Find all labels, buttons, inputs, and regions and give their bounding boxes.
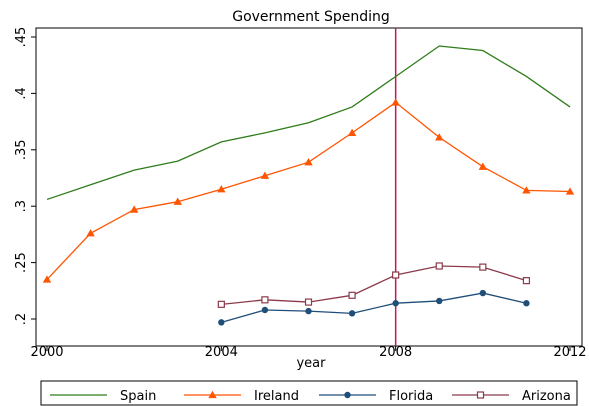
legend: Spain Ireland Florida Arizona <box>40 380 578 406</box>
data-point-ireland <box>173 197 182 205</box>
data-point-florida <box>348 310 356 317</box>
data-point-ireland <box>435 133 444 141</box>
legend-item-arizona: Arizona <box>452 389 571 404</box>
data-point-florida <box>479 289 487 297</box>
legend-label-arizona: Arizona <box>522 389 571 404</box>
y-tick-label: .4 <box>14 87 29 99</box>
y-tick-label: .45 <box>14 27 29 48</box>
y-tick-label: .25 <box>14 252 29 273</box>
data-point-ireland <box>391 98 400 106</box>
series-line-spain <box>46 45 571 201</box>
chart-title: Government Spending <box>232 9 390 25</box>
series-line-florida <box>221 292 527 324</box>
series-line-arizona <box>221 265 527 305</box>
data-point-ireland <box>86 229 95 237</box>
legend-marker-arizona <box>476 391 485 399</box>
data-point-ireland <box>522 186 531 194</box>
data-point-arizona <box>392 271 400 279</box>
data-point-florida <box>523 300 530 307</box>
legend-marker-florida <box>344 391 351 399</box>
data-point-arizona <box>522 277 531 285</box>
data-point-florida <box>392 300 399 307</box>
x-tick-label: 2000 <box>30 345 63 360</box>
data-point-ireland <box>260 171 270 179</box>
x-tick-label: 2012 <box>553 345 586 360</box>
data-point-arizona <box>304 298 313 306</box>
series-arizona <box>217 262 531 308</box>
data-point-ireland <box>129 205 139 213</box>
plot-area <box>35 27 583 347</box>
legend-label-spain: Spain <box>120 389 156 404</box>
y-tick-label: .35 <box>14 139 29 160</box>
data-point-florida <box>261 306 269 314</box>
series-florida <box>218 289 530 326</box>
x-axis: 2000 2004 2008 2012 <box>30 345 586 360</box>
data-point-arizona <box>217 300 225 308</box>
series-spain <box>46 45 571 201</box>
data-point-arizona <box>479 263 487 271</box>
data-point-arizona <box>348 291 356 299</box>
data-point-florida <box>218 319 225 326</box>
series-layer <box>42 45 575 326</box>
x-axis-label: year <box>296 356 326 371</box>
data-point-ireland <box>217 185 226 193</box>
data-point-ireland <box>347 128 357 137</box>
data-point-arizona <box>435 262 443 270</box>
y-axis: .2 .25 .3 .35 .4 .45 <box>14 27 36 325</box>
data-point-florida <box>436 297 443 305</box>
series-line-ireland <box>46 101 571 280</box>
data-point-ireland <box>304 158 313 166</box>
data-point-arizona <box>261 296 269 304</box>
legend-label-ireland: Ireland <box>254 389 299 404</box>
x-tick-label: 2004 <box>205 345 238 360</box>
data-point-ireland <box>565 187 575 195</box>
data-point-florida <box>305 307 312 315</box>
series-ireland <box>42 98 575 283</box>
x-tick-label: 2008 <box>379 345 412 360</box>
legend-item-ireland: Ireland <box>184 389 299 404</box>
legend-item-spain: Spain <box>50 389 156 404</box>
legend-item-florida: Florida <box>319 389 433 404</box>
legend-box <box>40 380 578 406</box>
legend-label-florida: Florida <box>389 389 433 404</box>
y-tick-label: .3 <box>14 200 29 212</box>
data-point-ireland <box>42 275 52 283</box>
data-point-ireland <box>478 162 488 170</box>
y-tick-label: .2 <box>14 313 29 325</box>
legend-marker-ireland <box>208 390 217 399</box>
